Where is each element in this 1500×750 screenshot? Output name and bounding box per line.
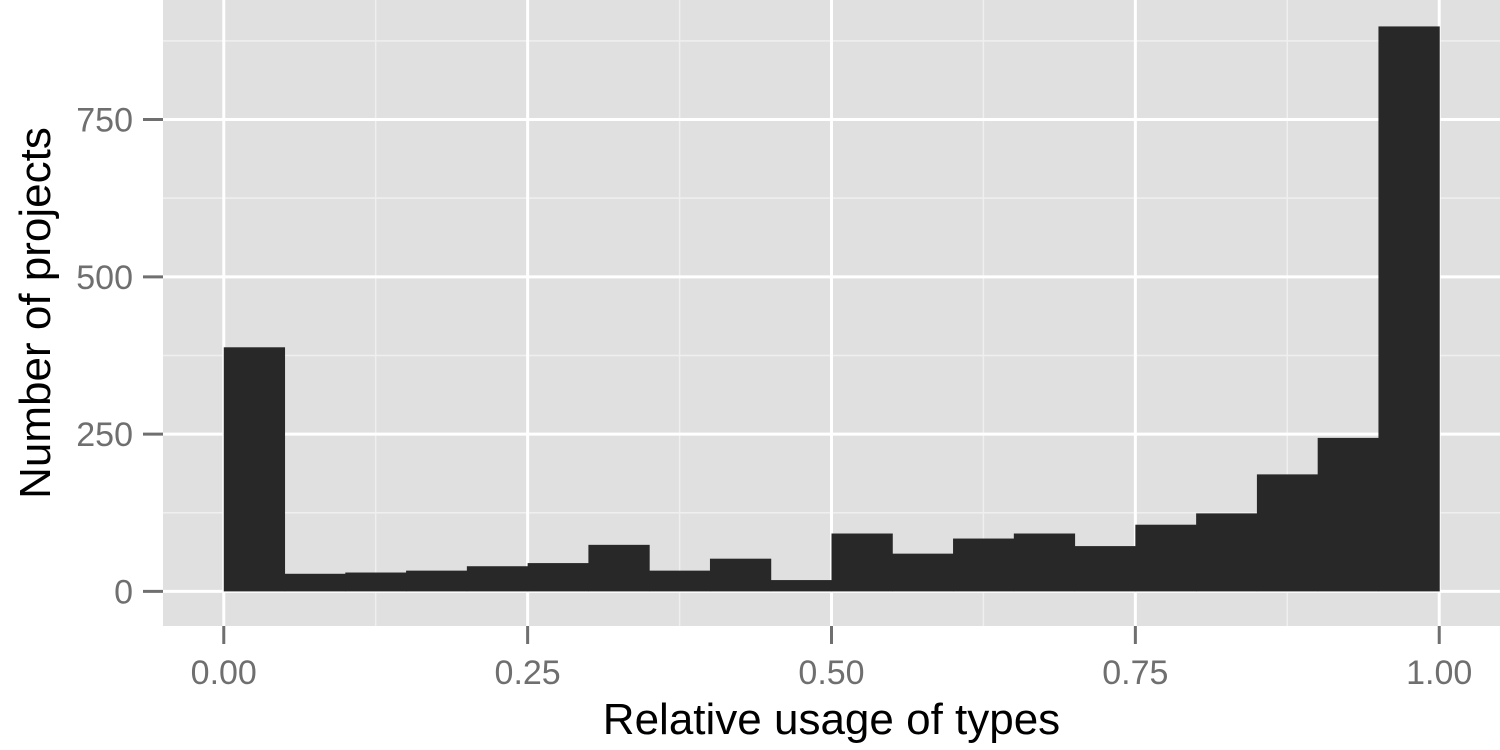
y-tick-label: 500 bbox=[76, 259, 133, 297]
x-tick-label: 0.25 bbox=[495, 654, 561, 692]
y-tick-label: 750 bbox=[76, 102, 133, 140]
histogram-bar bbox=[831, 533, 893, 592]
histogram-bar bbox=[466, 566, 529, 592]
x-axis-title: Relative usage of types bbox=[603, 695, 1060, 744]
x-tick-label: 0.00 bbox=[191, 654, 257, 692]
y-axis: 0 250 500 750 bbox=[76, 102, 163, 611]
histogram-bar bbox=[1074, 546, 1136, 592]
histogram-bar bbox=[345, 572, 407, 592]
histogram-bar bbox=[588, 544, 650, 592]
y-axis-title: Number of projects bbox=[11, 127, 60, 499]
x-axis: 0.00 0.25 0.50 0.75 1.00 bbox=[191, 626, 1472, 692]
histogram-bar bbox=[1196, 513, 1258, 592]
histogram-bar bbox=[1135, 524, 1197, 592]
histogram-bar bbox=[223, 347, 286, 592]
histogram-bar bbox=[284, 573, 346, 592]
histogram-bar bbox=[1256, 474, 1319, 592]
histogram-bar bbox=[892, 553, 954, 592]
histogram-bar bbox=[770, 580, 832, 592]
y-tick-label: 250 bbox=[76, 416, 133, 454]
histogram-bar bbox=[1013, 533, 1076, 592]
x-tick-label: 0.50 bbox=[798, 654, 864, 692]
histogram-bar bbox=[1378, 26, 1440, 592]
histogram-bar bbox=[527, 563, 589, 592]
y-tick-label: 0 bbox=[114, 573, 133, 611]
histogram-bar bbox=[709, 558, 772, 592]
histogram-bar bbox=[953, 538, 1015, 592]
histogram-bars bbox=[223, 26, 1440, 592]
histogram-bar bbox=[406, 570, 468, 592]
x-tick-label: 0.75 bbox=[1102, 654, 1168, 692]
x-tick-label: 1.00 bbox=[1406, 654, 1472, 692]
histogram-bar bbox=[649, 570, 711, 592]
histogram-bar bbox=[1317, 437, 1379, 592]
